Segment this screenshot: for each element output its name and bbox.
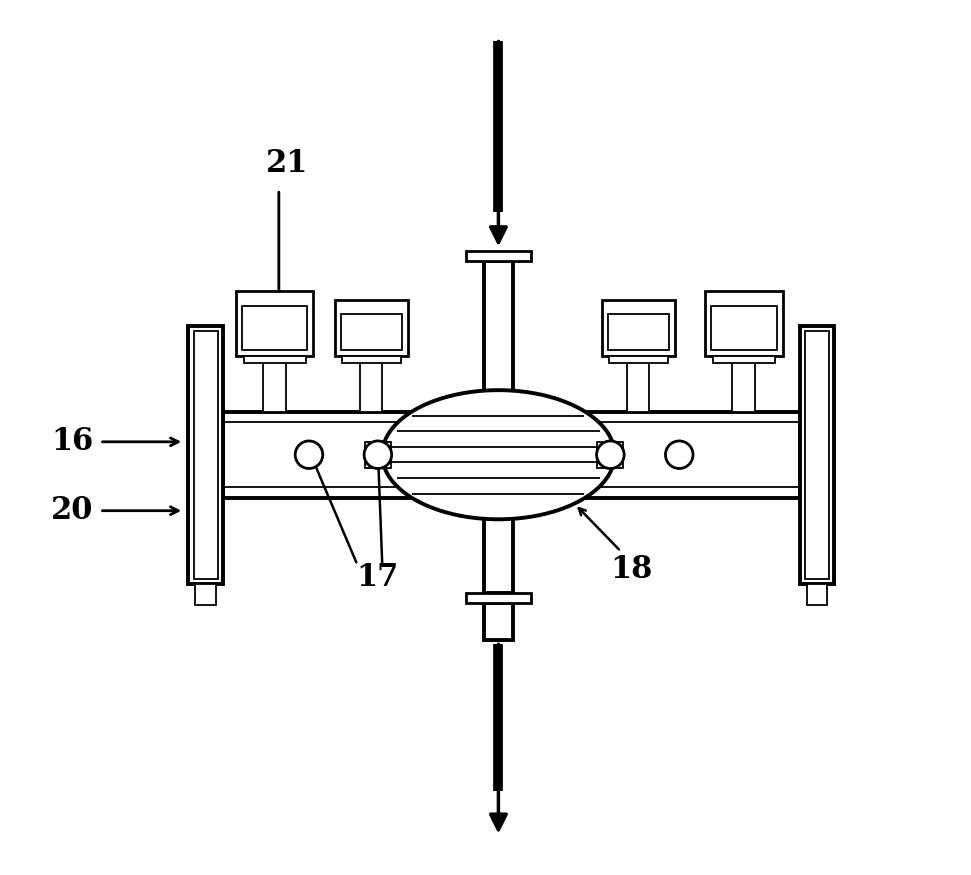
Bar — [242, 305, 307, 350]
Bar — [466, 592, 530, 603]
Text: 18: 18 — [611, 554, 653, 584]
Text: 20: 20 — [51, 495, 93, 526]
Bar — [193, 331, 218, 578]
Text: 16: 16 — [51, 426, 93, 458]
Bar — [609, 356, 668, 362]
Bar — [244, 356, 306, 362]
Bar — [711, 305, 777, 350]
Bar — [805, 331, 829, 578]
Bar — [342, 356, 401, 362]
Bar — [335, 300, 408, 356]
Bar — [263, 356, 286, 411]
Bar — [807, 584, 827, 605]
Bar — [705, 291, 783, 356]
Bar — [597, 442, 623, 467]
Bar — [188, 326, 223, 584]
Circle shape — [295, 441, 322, 468]
Circle shape — [596, 441, 624, 468]
Bar — [484, 261, 513, 411]
Bar — [365, 442, 390, 467]
Bar — [713, 356, 775, 362]
Bar — [223, 411, 800, 498]
Bar — [341, 314, 402, 350]
Bar — [627, 356, 650, 411]
Text: 21: 21 — [266, 148, 309, 179]
Polygon shape — [383, 390, 615, 519]
Bar — [484, 508, 513, 592]
Bar — [360, 356, 383, 411]
Bar — [484, 603, 513, 640]
Bar — [236, 291, 314, 356]
Bar — [800, 326, 834, 584]
Bar — [608, 314, 669, 350]
Bar — [466, 250, 530, 261]
Circle shape — [665, 441, 693, 468]
Bar — [602, 300, 675, 356]
Text: 17: 17 — [356, 563, 399, 593]
Circle shape — [364, 441, 391, 468]
Bar — [732, 356, 755, 411]
Bar — [195, 584, 216, 605]
